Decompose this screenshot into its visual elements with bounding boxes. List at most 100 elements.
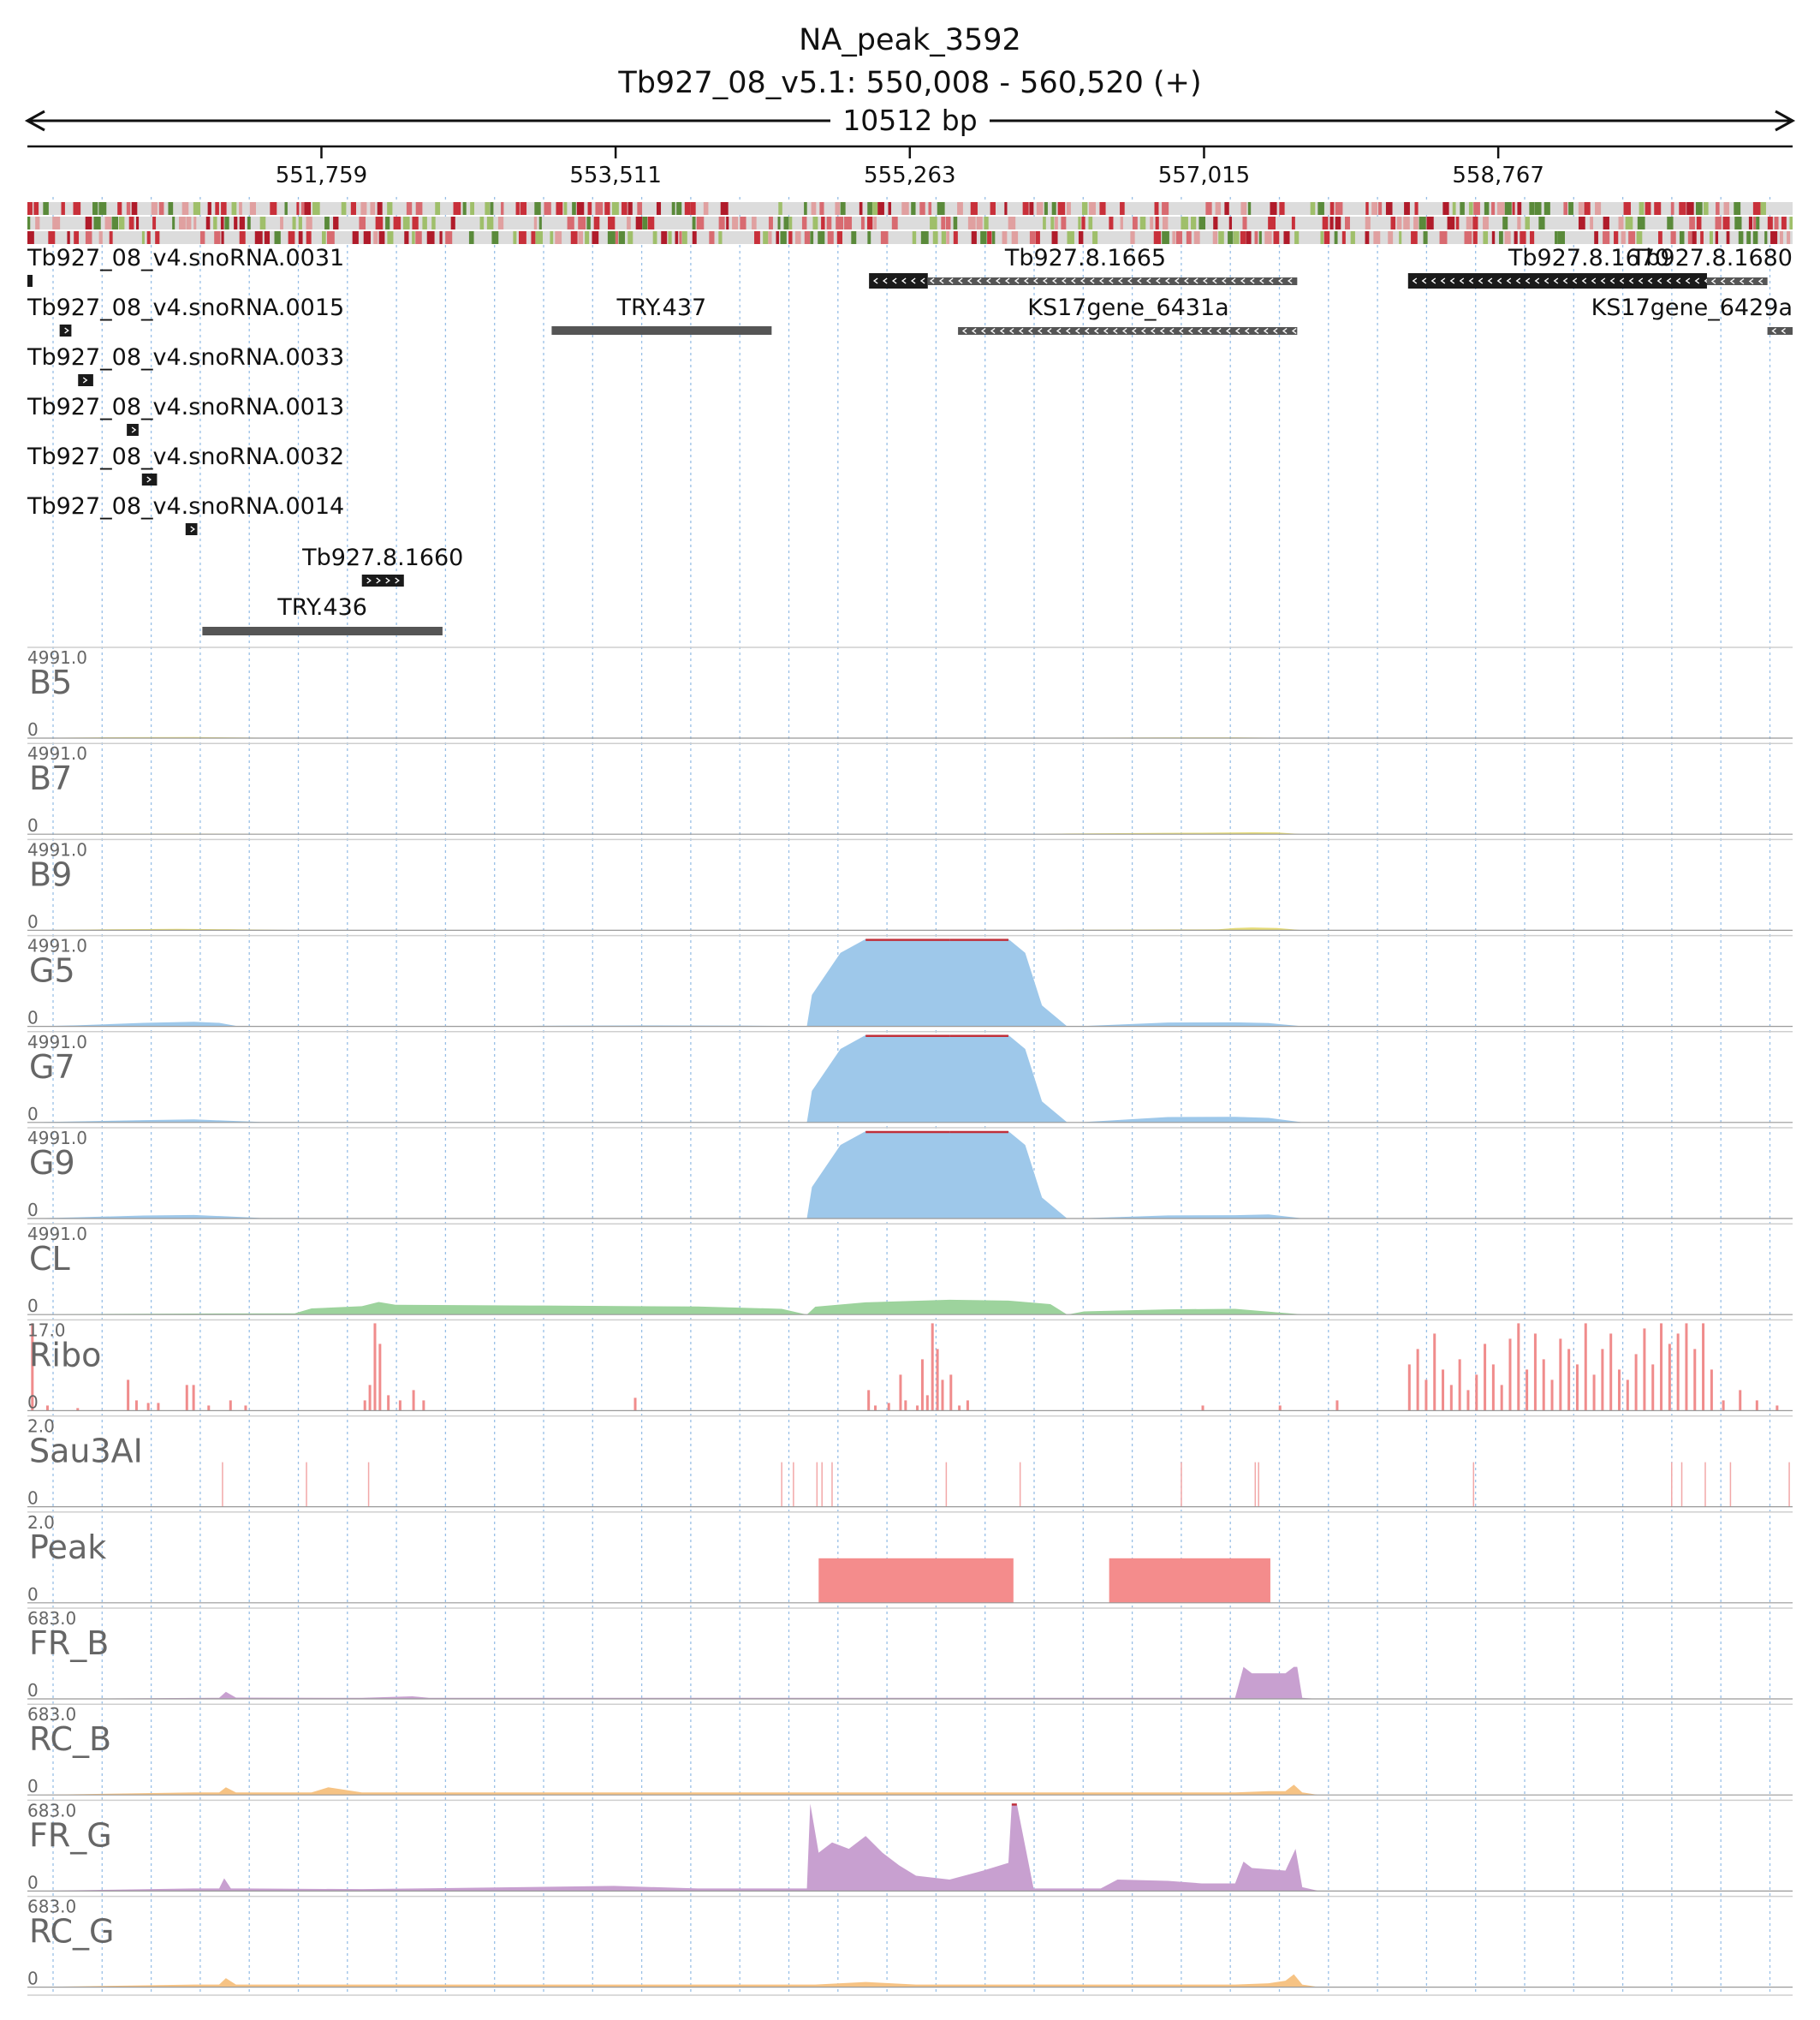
- sequence-base: [768, 217, 773, 229]
- track-scale-min: 0: [27, 911, 39, 932]
- sequence-base: [445, 231, 453, 244]
- track-scale-max: 17.0: [27, 1320, 66, 1340]
- sequence-base: [370, 202, 376, 215]
- sequence-base: [732, 217, 739, 229]
- sequence-base: [1517, 202, 1522, 215]
- gene-feature[interactable]: Tb927_08_v4.snoRNA.0032: [27, 444, 344, 486]
- sequence-base: [378, 231, 385, 244]
- gene-feature[interactable]: Tb927_08_v4.snoRNA.0031: [27, 245, 344, 287]
- signal-bar: [1559, 1338, 1562, 1411]
- track-scale-max: 4991.0: [27, 1224, 87, 1244]
- signal-bar: [1201, 1405, 1204, 1411]
- sequence-base: [535, 231, 544, 244]
- sequence-base: [239, 202, 242, 215]
- sequence-base: [1191, 217, 1197, 229]
- sequence-base: [363, 231, 371, 244]
- gene-feature[interactable]: Tb927_08_v4.snoRNA.0013: [27, 394, 344, 436]
- sequence-base: [1279, 202, 1285, 215]
- sequence-base: [679, 231, 682, 244]
- sequence-base: [1011, 231, 1019, 244]
- sequence-base: [1578, 202, 1584, 215]
- sequence-base: [27, 217, 31, 229]
- strand-arrow: [1164, 277, 1170, 284]
- sequence-base: [788, 231, 793, 244]
- strand-arrow: [1174, 277, 1180, 284]
- sequence-base: [393, 217, 401, 229]
- strand-arrow: [1221, 277, 1227, 284]
- signal-bar: [949, 1374, 953, 1411]
- sequence-base: [387, 202, 393, 215]
- gene-feature[interactable]: TRY.437: [551, 295, 772, 335]
- sequence-base: [322, 231, 326, 244]
- gene-feature[interactable]: Tb927.8.1680: [1631, 245, 1793, 285]
- sequence-base: [941, 217, 946, 229]
- signal-area: [27, 938, 1793, 1027]
- signal-bar: [1407, 1364, 1411, 1411]
- sequence-base: [592, 231, 599, 244]
- sequence-base: [801, 217, 807, 229]
- sequence-base: [98, 202, 107, 215]
- sequence-base: [544, 202, 551, 215]
- sequence-base: [1722, 217, 1730, 229]
- sequence-base: [928, 202, 932, 215]
- signal-bar: [1517, 1323, 1520, 1411]
- signal-bar: [127, 1379, 130, 1411]
- sequence-base: [1043, 217, 1046, 229]
- sequence-base: [851, 231, 857, 244]
- sequence-base: [1373, 231, 1381, 244]
- track-name: RC_G: [29, 1913, 115, 1951]
- gene-label: TRY.437: [616, 295, 707, 321]
- gene-body: [127, 424, 139, 436]
- strand-arrow: [1253, 327, 1259, 335]
- sequence-base: [193, 202, 200, 215]
- track-scale-max: 683.0: [27, 1897, 76, 1917]
- signal-bar: [1693, 1349, 1697, 1411]
- track-g5: 4991.0G5 0: [27, 934, 1793, 1028]
- ruler-tick-label: 555,263: [864, 163, 956, 188]
- gene-feature[interactable]: TRY.436: [202, 594, 443, 635]
- sequence-base: [1233, 231, 1240, 244]
- ruler-tick-label: 557,015: [1158, 163, 1251, 188]
- signal-bar: [1609, 1333, 1613, 1411]
- sequence-base: [607, 231, 616, 244]
- signal-bar: [904, 1400, 907, 1411]
- sequence-base: [1132, 217, 1138, 229]
- sequence-base: [578, 231, 584, 244]
- sequence-base: [1781, 217, 1787, 229]
- strand-arrow: [1638, 277, 1644, 284]
- sequence-base: [595, 202, 604, 215]
- strand-arrow: [1781, 327, 1786, 335]
- gene-feature[interactable]: Tb927_08_v4.snoRNA.0014: [27, 493, 344, 535]
- sequence-base: [207, 202, 211, 215]
- gene-body: [141, 474, 158, 486]
- gene-feature[interactable]: Tb927.8.1660: [301, 545, 463, 587]
- sequence-base: [860, 217, 865, 229]
- gene-feature[interactable]: KS17gene_6429a: [1591, 295, 1793, 335]
- signal-bar: [1685, 1323, 1688, 1411]
- sequence-base: [1224, 202, 1229, 215]
- sequence-base: [1491, 231, 1496, 244]
- sequence-base: [836, 217, 844, 229]
- gene-feature[interactable]: Tb927_08_v4.snoRNA.0015: [27, 295, 344, 337]
- strand-arrow: [910, 277, 916, 284]
- sequence-base: [763, 231, 769, 244]
- sequence-base: [778, 202, 782, 215]
- gene-label: KS17gene_6431a: [1027, 295, 1228, 321]
- gene-feature[interactable]: Tb927_08_v4.snoRNA.0033: [27, 344, 344, 386]
- gene-feature[interactable]: Tb927.8.1665: [869, 245, 1298, 289]
- sequence-base: [675, 231, 679, 244]
- sequence-base: [1603, 217, 1609, 229]
- track-scale-min: 0: [27, 1296, 39, 1316]
- strand-arrow: [971, 327, 977, 335]
- sequence-base: [1623, 202, 1631, 215]
- sequence-base: [1767, 217, 1773, 229]
- sequence-base: [826, 217, 832, 229]
- sequence-base: [1504, 202, 1512, 215]
- sequence-base: [627, 202, 633, 215]
- track-scale-max: 4991.0: [27, 1032, 87, 1052]
- sequence-base: [1517, 217, 1521, 229]
- gene-feature[interactable]: KS17gene_6431a: [958, 295, 1298, 335]
- sequence-base: [555, 231, 562, 244]
- strand-arrow: [82, 377, 88, 384]
- sequence-base: [957, 202, 963, 215]
